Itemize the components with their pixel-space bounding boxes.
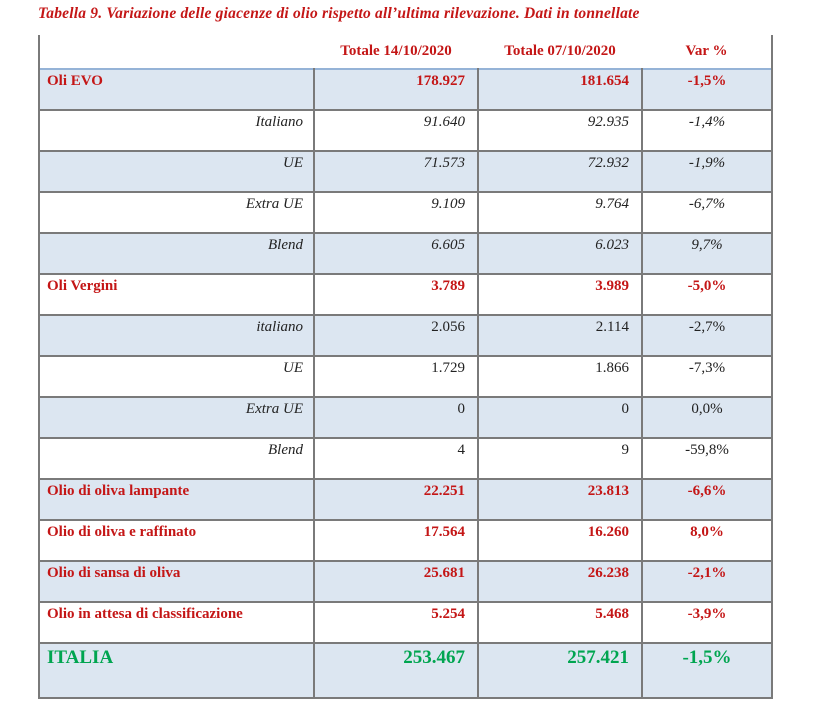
var-percent-cell: -7,3% (641, 355, 773, 398)
totale-14-10-value-cell: 22.251 (313, 478, 479, 521)
var-percent-cell: -2,7% (641, 314, 773, 357)
row-label-cell: Extra UE (38, 396, 315, 439)
var-percent-cell: 9,7% (641, 232, 773, 275)
table-row: Olio di oliva lampante 22.251 23.813 -6,6% (38, 478, 773, 521)
totale-14-10-value-cell: 4 (313, 437, 479, 480)
var-percent-cell: -2,1% (641, 560, 773, 603)
totale-07-10-value-cell: 9.764 (477, 191, 643, 234)
totale-07-10-value-cell: 6.023 (477, 232, 643, 275)
totale-14-10-value-cell: 91.640 (313, 109, 479, 152)
var-percent-cell: -1,5% (641, 68, 773, 111)
table-row: Olio di sansa di oliva 25.681 26.238 -2,1% (38, 560, 773, 603)
totale-14-10-value-cell: 3.789 (313, 273, 479, 316)
row-label-cell: Blend (38, 437, 315, 480)
totale-14-10-value-cell: 71.573 (313, 150, 479, 193)
row-label-cell: ITALIA (38, 642, 315, 699)
var-percent-cell: -3,9% (641, 601, 773, 644)
totale-07-10-value-cell: 9 (477, 437, 643, 480)
table-row: Blend 4 9 -59,8% (38, 437, 773, 480)
row-label-cell: Extra UE (38, 191, 315, 234)
totale-07-10-value-cell: 26.238 (477, 560, 643, 603)
row-label-cell: italiano (38, 314, 315, 357)
table-row: UE 1.729 1.866 -7,3% (38, 355, 773, 398)
header-row: Totale 14/10/2020 Totale 07/10/2020 Var … (38, 35, 773, 69)
totale-07-10-value-cell: 2.114 (477, 314, 643, 357)
header-var-percent: Var % (642, 35, 773, 69)
var-percent-cell: -1,4% (641, 109, 773, 152)
totale-14-10-value-cell: 17.564 (313, 519, 479, 562)
row-label-cell: Italiano (38, 109, 315, 152)
table-row: italiano 2.056 2.114 -2,7% (38, 314, 773, 357)
giacenze-olio-table: Totale 14/10/2020 Totale 07/10/2020 Var … (38, 35, 773, 699)
table-row: Olio di oliva e raffinato 17.564 16.260 8,0… (38, 519, 773, 562)
row-label-cell: Olio di sansa di oliva (38, 560, 315, 603)
var-percent-cell: -6,6% (641, 478, 773, 521)
totale-07-10-value-cell: 3.989 (477, 273, 643, 316)
totale-14-10-value-cell: 5.254 (313, 601, 479, 644)
totale-14-10-value-cell: 2.056 (313, 314, 479, 357)
totale-14-10-value-cell: 0 (313, 396, 479, 439)
row-label-cell: Oli EVO (38, 68, 315, 111)
var-percent-cell: 0,0% (641, 396, 773, 439)
var-percent-cell: 8,0% (641, 519, 773, 562)
row-label-cell: UE (38, 150, 315, 193)
totale-14-10-value-cell: 253.467 (313, 642, 479, 699)
totale-07-10-value-cell: 181.654 (477, 68, 643, 111)
var-percent-cell: -59,8% (641, 437, 773, 480)
totale-14-10-value-cell: 25.681 (313, 560, 479, 603)
totale-07-10-value-cell: 5.468 (477, 601, 643, 644)
header-totale-07-10-2020: Totale 07/10/2020 (478, 35, 642, 69)
totale-07-10-value-cell: 92.935 (477, 109, 643, 152)
table-row: Oli Vergini 3.789 3.989 -5,0% (38, 273, 773, 316)
totale-07-10-value-cell: 72.932 (477, 150, 643, 193)
row-label-cell: Olio di oliva lampante (38, 478, 315, 521)
table-title: Tabella 9. Variazione delle giacenze di … (38, 5, 640, 22)
table-row: Oli EVO 178.927 181.654 -1,5% (38, 68, 773, 111)
table-body: Oli EVO 178.927 181.654 -1,5% Italiano 91.640… (38, 68, 773, 699)
row-label-cell: UE (38, 355, 315, 398)
var-percent-cell: -5,0% (641, 273, 773, 316)
table-row: UE 71.573 72.932 -1,9% (38, 150, 773, 193)
table-row: Italiano 91.640 92.935 -1,4% (38, 109, 773, 152)
row-label-cell: Olio di oliva e raffinato (38, 519, 315, 562)
table-row: ITALIA 253.467 257.421 -1,5% (38, 642, 773, 699)
totale-07-10-value-cell: 16.260 (477, 519, 643, 562)
totale-07-10-value-cell: 0 (477, 396, 643, 439)
table-row: Blend 6.605 6.023 9,7% (38, 232, 773, 275)
totale-07-10-value-cell: 23.813 (477, 478, 643, 521)
totale-07-10-value-cell: 1.866 (477, 355, 643, 398)
totale-14-10-value-cell: 6.605 (313, 232, 479, 275)
header-totale-14-10-2020: Totale 14/10/2020 (314, 35, 478, 69)
totale-14-10-value-cell: 1.729 (313, 355, 479, 398)
row-label-cell: Oli Vergini (38, 273, 315, 316)
table-row: Extra UE 0 0 0,0% (38, 396, 773, 439)
var-percent-cell: -1,5% (641, 642, 773, 699)
var-percent-cell: -6,7% (641, 191, 773, 234)
totale-07-10-value-cell: 257.421 (477, 642, 643, 699)
totale-14-10-value-cell: 9.109 (313, 191, 479, 234)
var-percent-cell: -1,9% (641, 150, 773, 193)
table-row: Olio in attesa di classificazione 5.254 5.… (38, 601, 773, 644)
header-empty-cell (38, 35, 314, 69)
row-label-cell: Blend (38, 232, 315, 275)
totale-14-10-value-cell: 178.927 (313, 68, 479, 111)
row-label-cell: Olio in attesa di classificazione (38, 601, 315, 644)
table-row: Extra UE 9.109 9.764 -6,7% (38, 191, 773, 234)
